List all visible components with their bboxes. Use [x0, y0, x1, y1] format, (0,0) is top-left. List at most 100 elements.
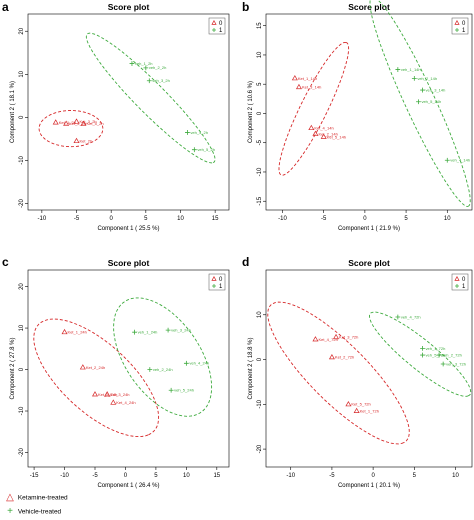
panel-letter: b [242, 0, 249, 14]
point-label: Ket_1_2h [59, 120, 76, 125]
point-label: Ket_5_2h [86, 121, 103, 126]
y-tick-label: 0 [257, 357, 263, 361]
point-marker [420, 87, 425, 93]
point-marker [183, 360, 189, 366]
point-marker [104, 391, 111, 397]
point-marker [312, 130, 319, 136]
confidence-ellipse-group-0 [278, 41, 350, 176]
point-label: Ket_2_14h [318, 131, 337, 136]
point-marker [395, 67, 401, 72]
point-label: veh_4_14h [450, 158, 470, 163]
point-marker [165, 327, 171, 333]
confidence-ellipse-group-1 [85, 32, 216, 164]
point-label: veh_3_2h [152, 78, 170, 83]
y-tick-label: -20 [19, 447, 25, 456]
x-tick-label: 15 [213, 473, 220, 479]
y-tick-label: -20 [19, 199, 25, 208]
x-tick-label: 0 [363, 216, 367, 222]
point-label: Ket_3_24h [110, 392, 129, 397]
x-axis-label: Component 1 ( 25.5 %) [97, 226, 159, 232]
point-label: Ket_3_2h [80, 119, 97, 124]
legend-label: 0 [219, 21, 223, 27]
point-marker [129, 61, 135, 66]
y-tick-label: -10 [19, 155, 25, 164]
legend-label: 0 [462, 21, 466, 27]
point-label: veh_3_72h [446, 361, 466, 366]
y-tick-label: 0 [19, 115, 25, 119]
plot-title: Score plot [348, 258, 390, 268]
bottom-legend-vehicle: + Vehicle-treated [4, 507, 61, 517]
legend-box [208, 273, 226, 291]
y-axis-label: Component 2 ( 18.1 %) [10, 81, 16, 143]
point-marker [63, 120, 70, 126]
y-axis-label: Component 2 ( 27.8 %) [10, 337, 16, 399]
panel-a: a Score plot-10 -5 0 5 10 15-20-1001020Compone… [2, 0, 230, 232]
point-marker [132, 329, 137, 335]
point-marker [52, 119, 59, 125]
panel-c: c Score plot-15 -10 -5 0 5 10 15-20-1001020Comp… [2, 255, 230, 489]
point-label: Ket_2_2h [69, 121, 86, 126]
x-tick-label: -10 [286, 473, 295, 479]
point-label: Ket_3_72h [339, 335, 358, 340]
y-tick-label: 10 [19, 70, 25, 77]
x-tick-label: 5 [144, 216, 148, 222]
confidence-ellipse-group-1 [369, 311, 472, 397]
point-label: veh_1_14h [401, 67, 421, 72]
x-tick-label: -10 [60, 473, 69, 479]
y-tick-label: 10 [257, 311, 263, 318]
point-label: veh_2_2h [149, 65, 167, 70]
x-axis-label: Component 1 ( 21.9 %) [338, 226, 400, 232]
point-label: veh_4_24h [189, 361, 209, 366]
legend-plus-icon [455, 28, 459, 32]
point-marker [147, 367, 153, 372]
point-marker [436, 352, 442, 358]
plot-frame [27, 13, 230, 211]
point-label: veh_5_2h [197, 147, 215, 152]
point-marker [168, 387, 174, 393]
point-marker [79, 364, 86, 370]
confidence-ellipse-group-0 [33, 318, 160, 438]
plot-title: Score plot [108, 2, 150, 12]
point-label: Ket_2h [80, 138, 93, 143]
point-label: Ket_4_24h [116, 400, 135, 405]
y-tick-label: 0 [19, 367, 25, 371]
point-label: Ket_1_72h [360, 408, 379, 413]
point-marker [146, 78, 152, 84]
x-tick-label: 10 [444, 216, 451, 222]
point-label: veh_5_24h [174, 388, 194, 393]
panel-letter: a [2, 0, 9, 14]
legend-label: 0 [462, 277, 466, 283]
x-tick-label: 10 [452, 473, 459, 479]
point-label: Ket_4_72h [318, 337, 337, 342]
x-tick-label: -10 [38, 216, 47, 222]
point-label: veh_1_2h [135, 61, 153, 66]
point-marker [411, 75, 417, 81]
point-marker [345, 401, 352, 407]
legend-label: 0 [219, 277, 223, 283]
bottom-legend-label-ketamine: Ketamine-treated [17, 494, 68, 502]
x-tick-label: -5 [321, 216, 327, 222]
panel-letter: c [2, 255, 9, 269]
y-axis-label: Component 2 ( 18.8 %) [248, 337, 254, 399]
point-marker [420, 352, 425, 358]
x-tick-label: 10 [177, 216, 184, 222]
point-label: Ket_1_14h [298, 76, 317, 81]
x-tick-label: -5 [329, 473, 335, 479]
x-tick-label: -5 [74, 216, 80, 222]
point-label: veh_5_14h [421, 99, 441, 104]
legend-box [451, 273, 469, 291]
x-axis-label: Component 1 ( 20.1 %) [338, 483, 400, 489]
point-marker [73, 118, 80, 124]
point-label: Ket_1_24h [68, 330, 87, 335]
point-label: veh_4_72h [401, 314, 421, 319]
confidence-ellipse-group-1 [113, 297, 213, 417]
y-tick-label: -10 [257, 399, 263, 408]
y-tick-label: -20 [257, 444, 263, 453]
point-marker [444, 157, 450, 163]
point-marker [295, 83, 302, 90]
point-label: Ket_3_14h [302, 85, 321, 90]
point-marker [191, 147, 197, 153]
y-tick-label: -10 [19, 406, 25, 415]
y-tick-label: -5 [257, 139, 263, 145]
